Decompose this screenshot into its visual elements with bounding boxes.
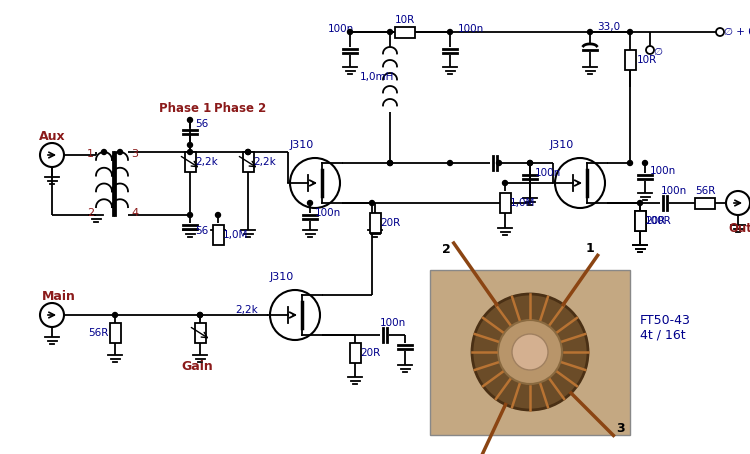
Circle shape (188, 143, 193, 148)
Circle shape (498, 320, 562, 384)
Circle shape (646, 46, 654, 54)
Circle shape (245, 149, 250, 154)
Circle shape (188, 149, 193, 154)
Circle shape (628, 161, 632, 166)
Circle shape (188, 118, 193, 123)
Text: 33,0: 33,0 (597, 22, 620, 32)
Bar (184, 152, 196, 172)
Text: 56R: 56R (694, 186, 715, 196)
Circle shape (112, 312, 118, 317)
Circle shape (448, 30, 452, 35)
Text: 4t / 16t: 4t / 16t (640, 329, 686, 341)
Bar (212, 225, 223, 245)
Text: Gain: Gain (182, 360, 213, 374)
Text: 1,0M: 1,0M (223, 230, 248, 240)
Text: 100n: 100n (380, 318, 406, 328)
Circle shape (512, 334, 548, 370)
Text: 100n: 100n (650, 166, 676, 176)
Bar (500, 193, 511, 213)
Text: 100n: 100n (535, 168, 561, 178)
Bar (695, 197, 715, 208)
Circle shape (118, 149, 122, 154)
Text: 1: 1 (586, 242, 595, 255)
Text: 100n: 100n (661, 186, 687, 196)
Text: 1: 1 (87, 149, 94, 159)
Circle shape (388, 30, 392, 35)
Circle shape (308, 201, 313, 206)
Text: Main: Main (42, 291, 76, 304)
Text: ∅ + 6,3V: ∅ + 6,3V (724, 27, 750, 37)
Text: 100n: 100n (458, 24, 484, 34)
Circle shape (215, 212, 220, 217)
Text: 100R: 100R (645, 216, 672, 226)
Text: 100n: 100n (315, 208, 341, 218)
Text: ∅: ∅ (653, 47, 662, 57)
Circle shape (347, 30, 352, 35)
Text: 20R: 20R (360, 348, 380, 358)
Text: 3: 3 (131, 149, 138, 159)
Text: 100n: 100n (328, 24, 354, 34)
Text: Phase 1: Phase 1 (159, 102, 212, 114)
Circle shape (496, 161, 502, 166)
Text: 20R: 20R (645, 216, 665, 226)
Circle shape (628, 30, 632, 35)
Text: 56: 56 (195, 119, 208, 129)
Text: 2: 2 (442, 243, 451, 256)
Bar (370, 213, 380, 233)
Circle shape (245, 149, 250, 154)
Text: 56: 56 (195, 226, 208, 236)
Circle shape (527, 161, 532, 166)
Bar (110, 323, 121, 343)
Text: 3: 3 (616, 422, 625, 435)
Circle shape (448, 161, 452, 166)
Text: Phase 2: Phase 2 (214, 102, 266, 114)
Text: 2,2k: 2,2k (195, 157, 217, 167)
Circle shape (638, 201, 643, 206)
Text: 1,0M: 1,0M (510, 198, 536, 208)
Text: 56R: 56R (88, 328, 108, 338)
Circle shape (197, 312, 202, 317)
Text: 1,0mH: 1,0mH (360, 72, 394, 82)
Bar (242, 152, 254, 172)
Circle shape (587, 30, 592, 35)
Bar (194, 323, 206, 343)
Bar (395, 26, 415, 38)
Circle shape (197, 312, 202, 317)
Bar (350, 343, 361, 363)
Circle shape (643, 161, 647, 166)
Circle shape (388, 161, 392, 166)
Circle shape (188, 212, 193, 217)
Text: 2,2k: 2,2k (235, 305, 258, 315)
Text: 10R: 10R (394, 15, 416, 25)
Text: 4: 4 (131, 208, 138, 218)
Text: 2,2k: 2,2k (253, 157, 276, 167)
Bar (634, 211, 646, 231)
Circle shape (101, 149, 106, 154)
Text: J310: J310 (290, 140, 314, 150)
Text: J310: J310 (270, 272, 294, 282)
Text: 2: 2 (87, 208, 94, 218)
Text: FT50-43: FT50-43 (640, 314, 691, 326)
Text: 20R: 20R (380, 218, 400, 228)
Text: J310: J310 (550, 140, 574, 150)
Circle shape (370, 201, 374, 206)
Bar (430, 270, 630, 435)
Text: Out: Out (728, 222, 750, 235)
Circle shape (503, 181, 508, 186)
Circle shape (716, 28, 724, 36)
Text: 10R: 10R (637, 55, 657, 65)
Circle shape (472, 294, 588, 410)
Bar (625, 50, 635, 70)
Bar (634, 211, 646, 231)
Text: Aux: Aux (39, 130, 65, 143)
Circle shape (388, 161, 392, 166)
Circle shape (527, 161, 532, 166)
